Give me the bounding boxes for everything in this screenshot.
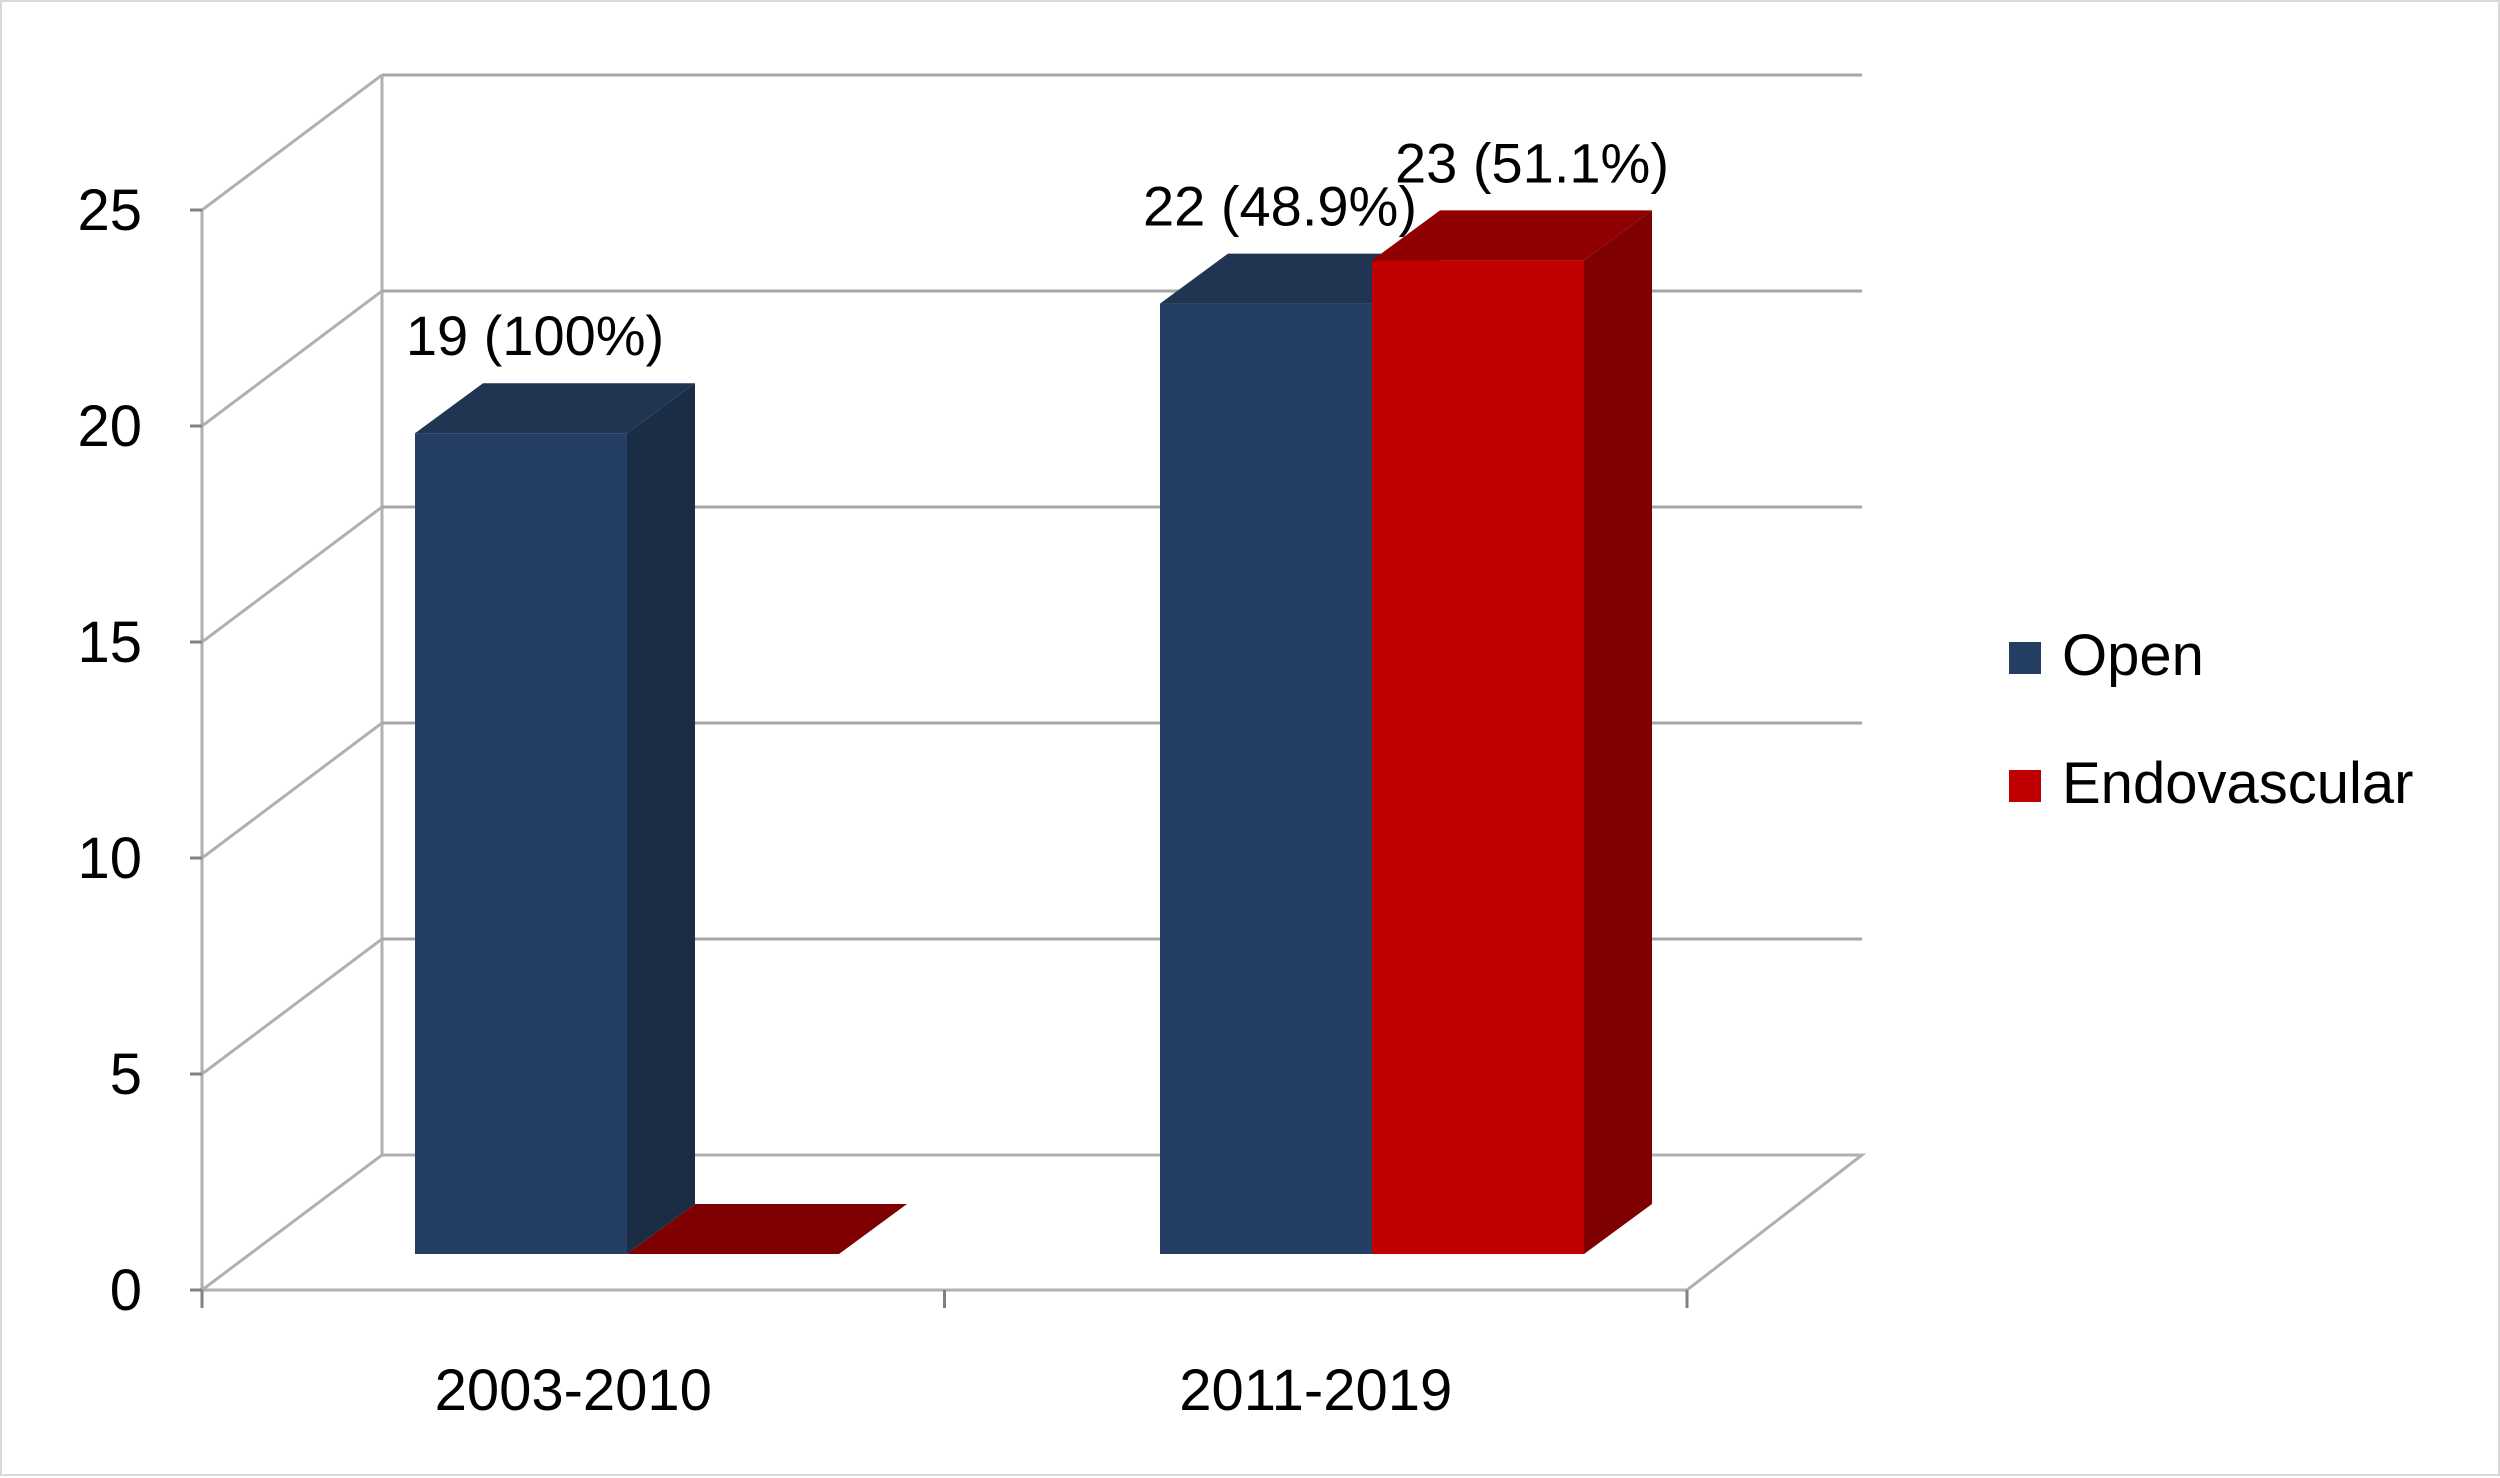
y-tick-label-1: 5 <box>110 1042 142 1107</box>
y-axis-tick-labels: 0 5 10 15 20 25 <box>77 178 142 1323</box>
legend-label-endovascular: Endovascular <box>2062 751 2413 816</box>
bar-front-face <box>415 433 627 1254</box>
bar-endovascular-2003-2010 <box>627 1204 907 1254</box>
x-tick-label-0: 2003-2010 <box>435 1358 712 1423</box>
bar-side-face <box>627 383 695 1254</box>
gridline-side-5 <box>201 73 383 212</box>
y-tick-label-5: 25 <box>77 178 142 243</box>
y-tick-label-4: 20 <box>77 394 142 459</box>
x-axis-tick-labels: 2003-2010 2011-2019 <box>435 1358 1453 1423</box>
y-tick-label-2: 10 <box>77 826 142 891</box>
y-tick-label-0: 0 <box>110 1258 142 1323</box>
bars <box>415 210 1652 1255</box>
legend-swatch-endovascular <box>2009 770 2041 802</box>
axes <box>190 208 1689 1308</box>
gridline-side-3 <box>201 505 383 644</box>
bar-side-face <box>1584 210 1652 1254</box>
bar-top-face <box>1372 210 1652 261</box>
y-tick-label-3: 15 <box>77 610 142 675</box>
bar-top-face <box>1160 253 1440 304</box>
data-labels: 19 (100%) 22 (48.9%)23 (51.1%) <box>406 131 1669 367</box>
bar-open-2003-2010 <box>415 383 695 1254</box>
data-label-open-2011-2019: 22 (48.9%) <box>1143 175 1417 238</box>
x-tick-label-1: 2011-2019 <box>1179 1358 1452 1423</box>
legend-label-open: Open <box>2062 623 2204 688</box>
bar-front-face <box>1372 260 1584 1254</box>
bar-top-face <box>415 383 695 434</box>
bar-endovascular-2011-2019 <box>1372 210 1652 1254</box>
legend: Open Endovascular <box>2009 623 2413 816</box>
gridline-side-1 <box>201 937 383 1076</box>
bar-top-face <box>627 1204 907 1254</box>
legend-swatch-open <box>2009 642 2041 674</box>
gridline-side-2 <box>201 721 383 860</box>
gridline-side-4 <box>201 289 383 428</box>
data-label-endovascular-2011-2019: 23 (51.1%) <box>1395 131 1669 194</box>
bar-front-face <box>1160 303 1372 1255</box>
data-label-open-2003-2010: 19 (100%) <box>406 304 664 367</box>
